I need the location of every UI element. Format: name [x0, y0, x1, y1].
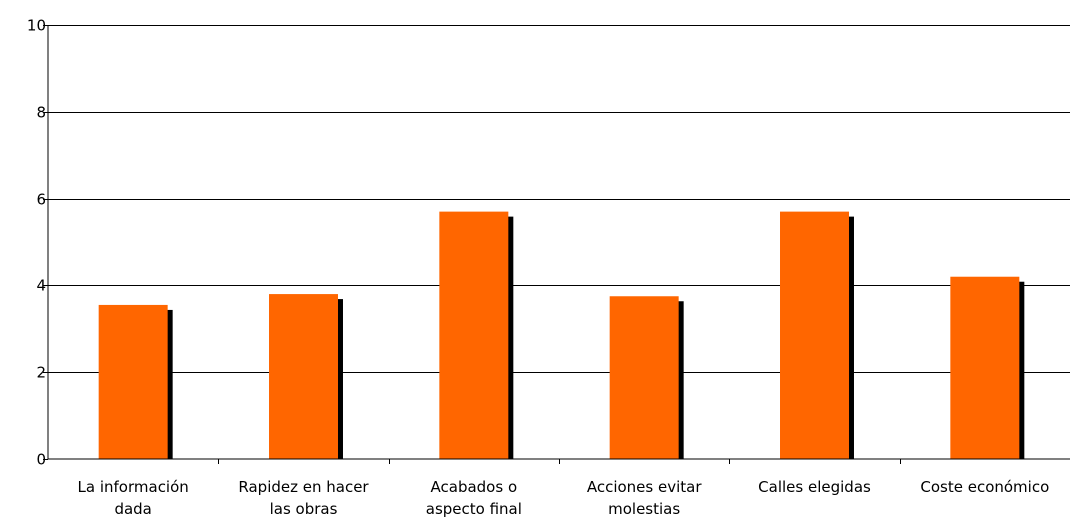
bar — [439, 211, 509, 459]
y-tick-label: 4 — [36, 277, 46, 295]
bar — [950, 276, 1020, 459]
bar — [269, 294, 338, 459]
y-tick-label: 8 — [36, 104, 46, 122]
x-axis-ticks: La información dada Rapidez en hacer las ob… — [78, 459, 1049, 518]
bar — [780, 211, 849, 459]
bars — [98, 211, 1025, 459]
y-tick-label: 6 — [36, 191, 46, 209]
x-tick-label: Rapidez en hacer — [238, 478, 369, 496]
bar — [98, 304, 168, 459]
y-tick-label: 10 — [27, 17, 46, 35]
x-tick-label: Acciones evitar — [587, 478, 703, 496]
x-tick-label: aspecto final — [426, 500, 522, 518]
x-tick-label: dada — [114, 500, 151, 518]
x-tick-label: Calles elegidas — [758, 478, 871, 496]
y-tick-label: 2 — [36, 364, 46, 382]
x-tick-label: Acabados o — [431, 478, 518, 496]
y-axis-ticks: 0 2 4 6 8 10 — [27, 17, 48, 469]
bar — [609, 296, 679, 459]
x-tick-label: La información — [78, 478, 189, 496]
x-tick-label: las obras — [270, 500, 338, 518]
axes — [47, 25, 1070, 460]
gridlines — [48, 25, 1070, 373]
y-tick-label: 0 — [36, 451, 46, 469]
x-tick-label: molestias — [608, 500, 680, 518]
x-tick-label: Coste económico — [920, 478, 1049, 496]
